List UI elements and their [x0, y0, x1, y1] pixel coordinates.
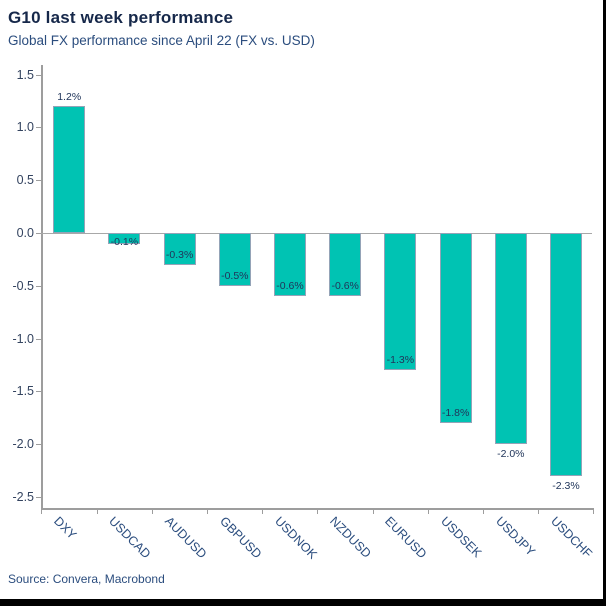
window-edge-right — [603, 0, 606, 606]
y-tick-label: -0.5 — [12, 278, 34, 293]
y-tick-label: 1.5 — [16, 67, 34, 82]
y-axis-tick — [36, 285, 41, 287]
x-category-label: USDSEK — [437, 514, 484, 561]
y-axis-tick — [36, 391, 41, 393]
bar-value-label: -0.6% — [276, 280, 304, 293]
bar-value-label: -2.3% — [552, 479, 580, 492]
y-tick-label: 1.0 — [16, 120, 34, 135]
x-axis-tick — [41, 508, 43, 514]
bar — [163, 233, 196, 265]
y-tick-label: 0.0 — [16, 226, 34, 240]
x-axis-tick — [207, 508, 208, 514]
bar — [550, 233, 582, 476]
window-edge-bottom — [0, 599, 606, 606]
x-axis-tick — [262, 508, 264, 514]
bar-value-label: -0.1% — [110, 235, 139, 248]
bar-value-label: 1.2% — [57, 91, 82, 104]
x-axis-tick — [483, 508, 484, 514]
x-category-label: USDJPY — [492, 514, 538, 559]
x-category-label: USDCHF — [548, 514, 595, 561]
bar — [439, 233, 472, 424]
y-axis-tick — [36, 338, 41, 340]
x-axis-tick — [538, 508, 540, 514]
y-tick-label: -1.0 — [12, 331, 34, 346]
bar — [384, 233, 417, 371]
x-category-label: DXY — [51, 514, 80, 543]
x-axis-tick — [427, 508, 429, 514]
x-axis-tick — [317, 508, 319, 514]
x-category-label: EURUSD — [382, 514, 430, 562]
y-axis-tick — [36, 127, 41, 129]
x-axis-tick — [593, 508, 595, 514]
y-axis-tick — [36, 497, 41, 498]
x-category-label: GBPUSD — [216, 514, 265, 562]
y-tick-label: -1.5 — [12, 384, 34, 399]
x-axis-tick — [372, 508, 374, 514]
y-axis-tick — [36, 233, 41, 234]
zero-gridline — [41, 233, 592, 234]
bar-value-label: -0.5% — [221, 269, 249, 282]
bar — [329, 233, 362, 297]
bar — [108, 233, 141, 244]
bar-value-label: -1.3% — [386, 354, 415, 367]
bar-value-label: -0.3% — [165, 248, 194, 261]
source-note: Source: Convera, Macrobond — [8, 572, 165, 586]
bar — [53, 106, 86, 233]
bar — [494, 233, 527, 445]
y-axis-line — [41, 65, 43, 508]
bar-value-label: -2.0% — [497, 448, 525, 461]
y-tick-label: -2.0 — [12, 437, 34, 452]
bar — [218, 233, 251, 286]
x-category-label: AUDUSD — [161, 514, 209, 562]
x-axis-tick — [96, 508, 98, 514]
bar-value-label: -0.6% — [331, 280, 359, 293]
y-axis-tick — [36, 180, 41, 182]
chart-subtitle: Global FX performance since April 22 (FX… — [8, 33, 315, 48]
bar-value-label: -1.8% — [441, 407, 470, 420]
chart-title: G10 last week performance — [8, 8, 234, 27]
y-tick-label: -2.5 — [12, 490, 34, 504]
x-axis-tick — [151, 508, 153, 514]
x-category-label: NZDUSD — [327, 514, 375, 561]
bar — [274, 233, 306, 297]
y-axis-tick — [36, 74, 41, 76]
x-category-label: USDNOK — [272, 514, 320, 562]
y-axis-tick — [36, 444, 41, 446]
x-category-label: USDCAD — [106, 514, 154, 562]
y-tick-label: 0.5 — [16, 173, 34, 188]
